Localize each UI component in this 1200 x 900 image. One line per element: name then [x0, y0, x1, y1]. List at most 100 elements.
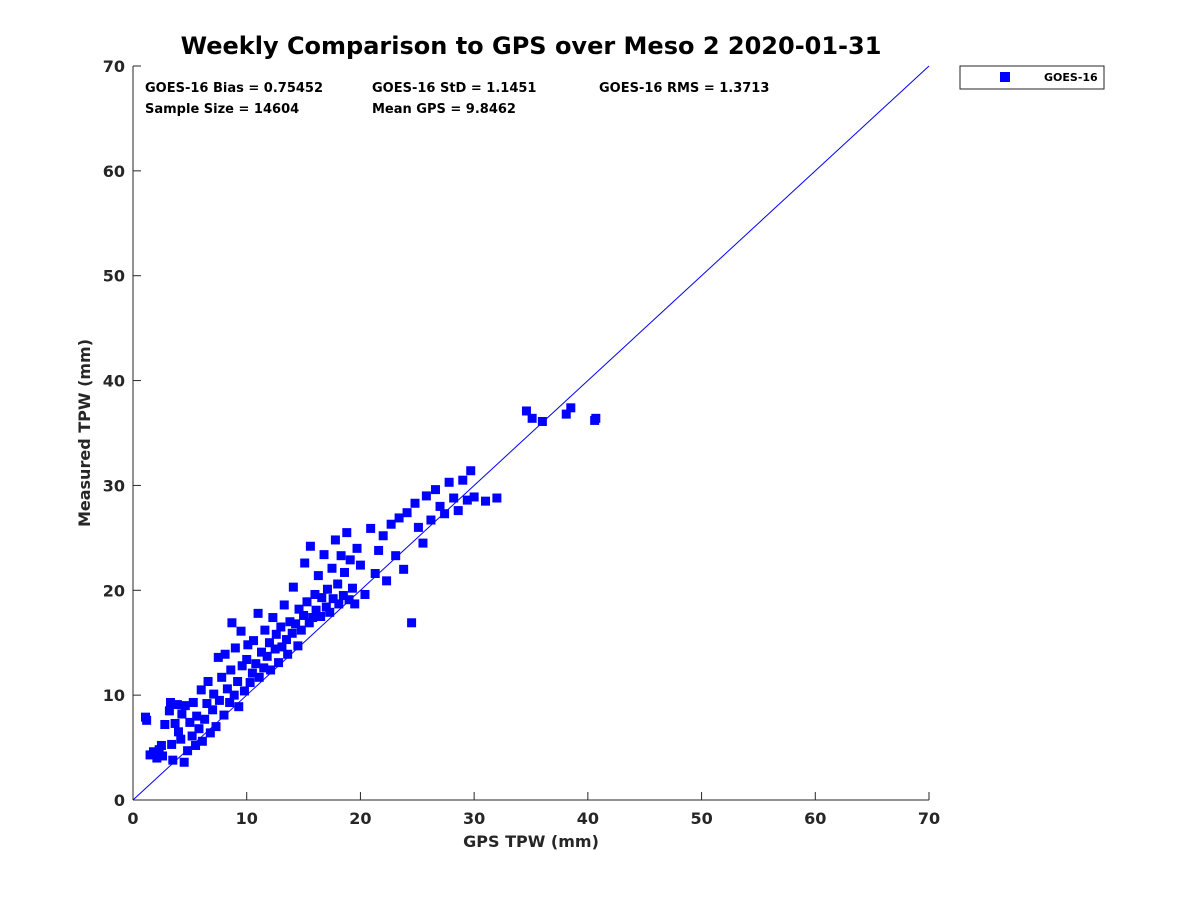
- data-point: [239, 686, 249, 696]
- data-point: [208, 705, 218, 715]
- data-point: [453, 506, 463, 516]
- data-point: [211, 722, 221, 732]
- x-tick-label: 30: [463, 809, 485, 828]
- data-point: [183, 746, 193, 756]
- data-point: [305, 541, 315, 551]
- data-point: [176, 734, 186, 744]
- data-point: [271, 629, 281, 639]
- data-point: [399, 564, 409, 574]
- y-ticks: 0 10 20 30 40 50 60 70: [103, 57, 141, 810]
- stat-bias: GOES-16 Bias = 0.75452: [145, 81, 323, 96]
- data-point: [196, 685, 206, 695]
- stat-sample-size: Sample Size = 14604: [145, 102, 299, 117]
- data-point: [213, 652, 223, 662]
- data-point: [435, 501, 445, 511]
- x-tick-label: 0: [127, 809, 138, 828]
- data-point: [253, 608, 263, 618]
- x-tick-label: 50: [690, 809, 712, 828]
- data-point: [313, 571, 323, 581]
- data-point: [316, 612, 326, 621]
- data-point: [527, 413, 537, 423]
- data-point: [205, 728, 215, 738]
- data-point: [322, 584, 332, 594]
- data-point: [327, 563, 337, 573]
- data-point: [407, 618, 417, 628]
- x-axis-label: GPS TPW (mm): [463, 832, 599, 851]
- data-point: [197, 736, 207, 746]
- data-point: [214, 695, 224, 705]
- data-point: [219, 710, 229, 720]
- data-point: [350, 599, 360, 609]
- data-point: [440, 509, 450, 519]
- data-point: [338, 591, 348, 601]
- data-point: [345, 555, 355, 565]
- data-point: [229, 690, 239, 700]
- data-point: [164, 706, 174, 716]
- data-point: [426, 515, 436, 525]
- data-point: [366, 523, 376, 533]
- data-point: [173, 727, 183, 737]
- data-point: [274, 658, 284, 668]
- data-point: [308, 613, 318, 623]
- data-point: [262, 651, 272, 661]
- data-point: [334, 599, 344, 609]
- one-to-one-line: [132, 65, 930, 801]
- data-point: [344, 595, 354, 605]
- data-point: [187, 731, 197, 741]
- data-point: [430, 485, 440, 495]
- data-point: [378, 531, 388, 541]
- data-point: [270, 644, 280, 654]
- data-point: [317, 593, 327, 603]
- data-point: [148, 747, 158, 757]
- data-point: [230, 643, 240, 653]
- data-point: [386, 519, 396, 529]
- data-point: [410, 498, 420, 508]
- data-point: [294, 604, 304, 614]
- x-tick-label: 10: [236, 809, 258, 828]
- data-point: [247, 668, 257, 678]
- data-point: [374, 545, 384, 555]
- data-point: [537, 416, 547, 426]
- data-point: [469, 492, 479, 502]
- data-point: [296, 625, 306, 635]
- data-point: [481, 496, 491, 506]
- legend-marker: [1000, 72, 1010, 82]
- chart-title: Weekly Comparison to GPS over Meso 2 202…: [181, 32, 882, 60]
- data-point: [256, 647, 266, 657]
- y-tick-label: 30: [103, 476, 125, 495]
- stat-mean-gps: Mean GPS = 9.8462: [372, 102, 516, 117]
- data-point: [418, 538, 428, 548]
- data-points-layer: [141, 403, 601, 767]
- data-point: [245, 678, 255, 688]
- data-point: [347, 583, 357, 593]
- data-point: [352, 543, 362, 553]
- data-point: [521, 406, 531, 416]
- y-tick-label: 20: [103, 581, 125, 600]
- data-point: [220, 649, 230, 659]
- data-point: [222, 684, 232, 694]
- data-point: [391, 551, 401, 561]
- data-point: [355, 560, 365, 570]
- data-point: [152, 753, 162, 763]
- stat-std: GOES-16 StD = 1.1451: [372, 81, 536, 96]
- data-point: [209, 689, 219, 699]
- data-point: [237, 661, 247, 671]
- data-point: [291, 619, 301, 629]
- data-point: [249, 636, 259, 646]
- data-point: [260, 625, 270, 635]
- data-point: [192, 711, 202, 721]
- y-tick-label: 10: [103, 686, 125, 705]
- data-point: [167, 739, 177, 749]
- data-point: [251, 659, 261, 669]
- plot-area: [132, 66, 929, 801]
- data-point: [293, 641, 303, 651]
- data-point: [200, 714, 210, 724]
- x-tick-label: 70: [918, 809, 940, 828]
- x-tick-label: 60: [804, 809, 826, 828]
- data-point: [194, 724, 204, 734]
- data-point: [458, 475, 468, 485]
- data-point: [462, 495, 472, 505]
- data-point: [299, 610, 309, 620]
- data-point: [217, 672, 227, 682]
